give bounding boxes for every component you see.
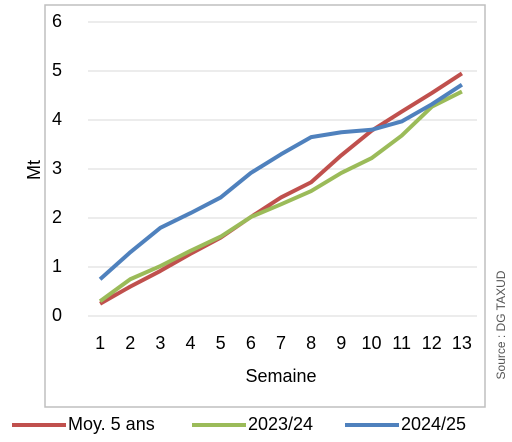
x-tick-label: 10 [361, 333, 381, 353]
data-line [99, 71, 464, 306]
x-tick-label: 4 [186, 333, 196, 353]
x-tick-label: 8 [306, 333, 316, 353]
x-axis-label: Semaine [245, 366, 316, 386]
x-tick-label: 5 [216, 333, 226, 353]
legend-label: 2024/25 [401, 414, 466, 434]
y-tick-label: 6 [52, 11, 62, 31]
data-line [98, 83, 464, 281]
x-tick-label: 7 [276, 333, 286, 353]
y-tick-label: 1 [52, 256, 62, 276]
x-tick-label: 1 [95, 333, 105, 353]
y-tick-label: 3 [52, 158, 62, 178]
x-tick-label: 2 [125, 333, 135, 353]
source-note: Source : DG TAXUD [494, 270, 508, 379]
y-tick-label: 2 [52, 207, 62, 227]
y-axis-label: Mt [24, 160, 44, 180]
x-tick-label: 9 [336, 333, 346, 353]
x-tick-label: 3 [155, 333, 165, 353]
x-tick-label: 13 [452, 333, 472, 353]
x-tick-label: 12 [422, 333, 442, 353]
data-line [98, 89, 463, 303]
x-tick-label: 6 [246, 333, 256, 353]
legend-label: Moy. 5 ans [68, 414, 155, 434]
legend-label: 2023/24 [248, 414, 313, 434]
x-tick-label: 11 [392, 333, 411, 353]
y-tick-label: 0 [52, 305, 62, 325]
y-tick-label: 4 [52, 109, 62, 129]
y-tick-label: 5 [52, 60, 62, 80]
